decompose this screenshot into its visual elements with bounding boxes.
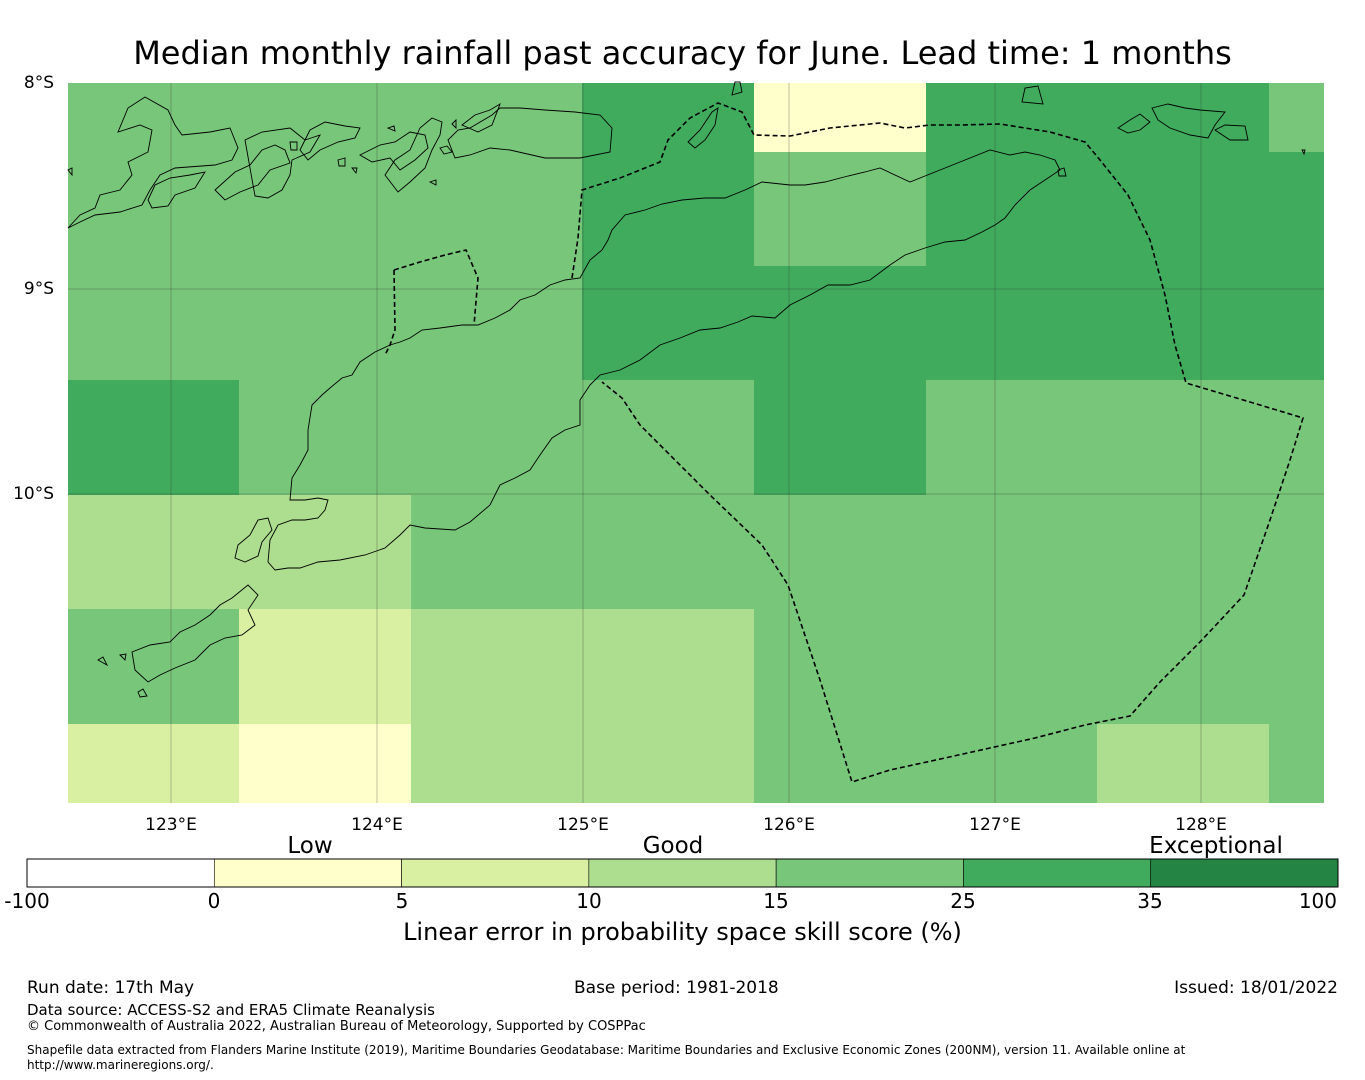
map-title: Median monthly rainfall past accuracy fo… bbox=[133, 34, 1232, 72]
colorbar-segment bbox=[1150, 858, 1339, 888]
colorbar-tick-label: 5 bbox=[396, 889, 409, 913]
graticule bbox=[68, 83, 1324, 803]
grid-cell bbox=[411, 724, 754, 803]
colorbar-segment bbox=[588, 858, 777, 888]
grid-cell bbox=[754, 609, 1324, 724]
grid-cell bbox=[68, 724, 239, 803]
base-period: Base period: 1981-2018 bbox=[574, 978, 779, 998]
grid-cell bbox=[1269, 83, 1324, 152]
colorbar-segment bbox=[775, 858, 964, 888]
grid-cell bbox=[68, 83, 582, 380]
lon-label: 128°E bbox=[1175, 815, 1227, 835]
data-source: Data source: ACCESS-S2 and ERA5 Climate … bbox=[27, 1001, 435, 1019]
colorbar-tick-label: 15 bbox=[763, 889, 788, 913]
grid-cell bbox=[926, 83, 1269, 380]
maritime-boundaries bbox=[384, 102, 1305, 784]
colorbar-tick-label: -100 bbox=[4, 889, 49, 913]
grid-cell bbox=[926, 380, 1324, 495]
lon-label: 126°E bbox=[763, 815, 815, 835]
grid-cell bbox=[1097, 724, 1269, 803]
category-label-good: Good bbox=[643, 833, 704, 859]
colorbar-frame bbox=[26, 858, 1339, 888]
category-label-low: Low bbox=[287, 833, 332, 859]
colorbar-tick-label: 35 bbox=[1137, 889, 1162, 913]
lat-label: 10°S bbox=[13, 484, 54, 504]
grid-cell bbox=[239, 380, 754, 495]
grid-cell bbox=[239, 724, 411, 803]
lon-label: 124°E bbox=[351, 815, 403, 835]
skill-grid-cells bbox=[68, 83, 1324, 803]
coastlines bbox=[67, 81, 1306, 698]
grid-cell bbox=[239, 609, 411, 724]
grid-cell bbox=[68, 609, 239, 724]
grid-cell bbox=[411, 495, 1324, 609]
latitude-labels: 8°S 9°S 10°S bbox=[13, 73, 54, 504]
longitude-labels: 123°E 124°E 125°E 126°E 127°E 128°E bbox=[145, 815, 1227, 835]
grid-cell bbox=[1269, 152, 1324, 380]
colorbar-segment bbox=[963, 858, 1152, 888]
colorbar-ticks: -100 0 5 10 15 25 35 100 bbox=[4, 889, 1337, 913]
colorbar-tick-label: 25 bbox=[950, 889, 975, 913]
grid-cell bbox=[68, 380, 239, 495]
grid-cell bbox=[754, 83, 926, 152]
colorbar bbox=[26, 858, 1339, 888]
grid-cell bbox=[754, 380, 926, 495]
lon-label: 123°E bbox=[145, 815, 197, 835]
grid-cell bbox=[411, 609, 754, 724]
copyright: © Commonwealth of Australia 2022, Austra… bbox=[27, 1019, 646, 1034]
grid-cell bbox=[1269, 724, 1324, 803]
shapefile-credit: Shapefile data extracted from Flanders M… bbox=[27, 1043, 1186, 1072]
grid-cell bbox=[68, 495, 411, 609]
colorbar-tick-label: 10 bbox=[576, 889, 601, 913]
lon-label: 127°E bbox=[969, 815, 1021, 835]
category-label-exceptional: Exceptional bbox=[1149, 833, 1283, 859]
grid-cell bbox=[754, 152, 926, 266]
colorbar-category-labels: Low Good Exceptional bbox=[287, 833, 1282, 859]
colorbar-segment bbox=[401, 858, 590, 888]
issued-date: Issued: 18/01/2022 bbox=[1174, 978, 1338, 998]
lat-label: 8°S bbox=[24, 73, 54, 93]
lat-label: 9°S bbox=[24, 279, 54, 299]
grid-cell bbox=[582, 83, 754, 380]
grid-cell bbox=[754, 266, 926, 380]
lon-label: 125°E bbox=[557, 815, 609, 835]
colorbar-segment bbox=[26, 858, 215, 888]
run-date: Run date: 17th May bbox=[27, 978, 195, 998]
colorbar-segment bbox=[213, 858, 402, 888]
colorbar-title: Linear error in probability space skill … bbox=[403, 918, 962, 946]
grid-cell bbox=[754, 724, 1097, 803]
colorbar-tick-label: 0 bbox=[208, 889, 221, 913]
colorbar-tick-label: 100 bbox=[1299, 889, 1337, 913]
